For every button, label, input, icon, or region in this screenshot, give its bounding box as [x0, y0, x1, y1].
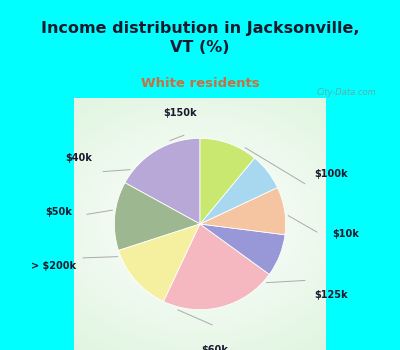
- Wedge shape: [200, 138, 255, 224]
- Wedge shape: [125, 138, 200, 224]
- Wedge shape: [200, 224, 285, 274]
- Wedge shape: [200, 158, 278, 224]
- Wedge shape: [118, 224, 200, 302]
- Text: $60k: $60k: [202, 345, 228, 350]
- Text: $40k: $40k: [66, 154, 92, 163]
- Wedge shape: [164, 224, 269, 310]
- Text: $150k: $150k: [163, 108, 197, 118]
- Text: > $200k: > $200k: [31, 261, 76, 271]
- Text: City-Data.com: City-Data.com: [317, 88, 376, 97]
- Text: Income distribution in Jacksonville,
VT (%): Income distribution in Jacksonville, VT …: [41, 21, 359, 55]
- Text: $50k: $50k: [46, 207, 72, 217]
- Text: $125k: $125k: [314, 289, 348, 300]
- Wedge shape: [114, 183, 200, 251]
- Text: $10k: $10k: [333, 229, 360, 239]
- Text: White residents: White residents: [141, 77, 259, 90]
- Wedge shape: [200, 188, 286, 235]
- Text: $100k: $100k: [314, 169, 348, 178]
